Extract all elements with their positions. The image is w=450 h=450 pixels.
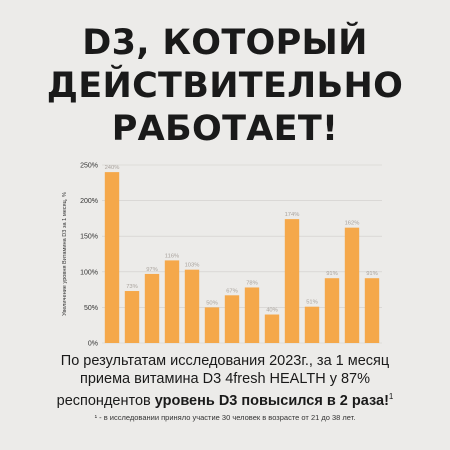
caption-line-1: По результатам исследования 2023г., за 1…	[60, 353, 390, 369]
bar-data-label: 50%	[206, 300, 218, 306]
bar	[104, 172, 120, 343]
bar	[324, 278, 340, 343]
bar-data-label: 78%	[246, 280, 258, 286]
bar-data-label: 116%	[165, 253, 179, 259]
bar-data-label: 97%	[146, 267, 158, 273]
footnote-marker: ¹	[94, 413, 98, 422]
bar-data-label: 162%	[345, 221, 360, 227]
bar	[204, 307, 220, 343]
y-tick-label: 200%	[80, 198, 98, 205]
bar	[284, 219, 300, 343]
bar	[304, 306, 320, 343]
bar	[244, 287, 260, 343]
caption-line-3: респондентов уровень D3 повысился в 2 ра…	[0, 388, 450, 410]
bar-data-label: 51%	[306, 300, 318, 306]
bar-data-label: 40%	[266, 308, 278, 314]
y-tick-label: 250%	[80, 163, 98, 170]
y-tick-label: 100%	[80, 269, 98, 276]
bar-data-label: 73%	[126, 284, 138, 290]
y-tick-label: 50%	[84, 305, 98, 312]
bar	[184, 269, 200, 343]
bar-data-label: 91%	[366, 271, 378, 277]
headline-line-1: D3, КОТОРЫЙ	[82, 23, 368, 63]
y-tick-label: 0%	[88, 341, 98, 348]
bar-data-label: 240%	[105, 165, 120, 171]
caption-line-3-plain: респондентов	[56, 392, 155, 409]
bar	[144, 273, 160, 343]
headline: D3, КОТОРЫЙ ДЕЙСТВИТЕЛЬНО РАБОТАЕТ!	[0, 22, 450, 151]
bar-data-label: 67%	[226, 288, 238, 294]
caption-line-3-bold: уровень D3 повысился в 2 раза!	[154, 392, 389, 409]
bar-data-label: 91%	[326, 271, 338, 277]
footnote: ¹ - в исследовании приняло участие 30 че…	[0, 413, 450, 422]
bar-chart: 0% 50% 100% 150% 200% 250% Увеличение уровня В…	[62, 163, 382, 348]
bar-data-label: 174%	[285, 212, 300, 218]
bar-data-label: 103%	[185, 263, 200, 269]
bar	[164, 260, 180, 343]
footnote-text: - в исследовании приняло участие 30 чело…	[97, 413, 356, 422]
bar	[224, 295, 240, 343]
bar	[124, 291, 140, 343]
caption-footnote-marker: 1	[388, 392, 394, 401]
bar	[344, 227, 360, 343]
bar	[264, 314, 280, 343]
caption-line-2: приема витамина D3 4fresh HEALTH у 87%	[79, 371, 370, 387]
caption: По результатам исследования 2023г., за 1…	[0, 352, 450, 410]
headline-line-2: ДЕЙСТВИТЕЛЬНО	[46, 66, 404, 106]
y-tick-label: 150%	[80, 234, 98, 241]
bar	[364, 278, 380, 343]
headline-line-3: РАБОТАЕТ!	[111, 109, 339, 149]
y-axis-label: Увеличение уровня Витамина D3 за 1 месяц…	[62, 192, 68, 316]
